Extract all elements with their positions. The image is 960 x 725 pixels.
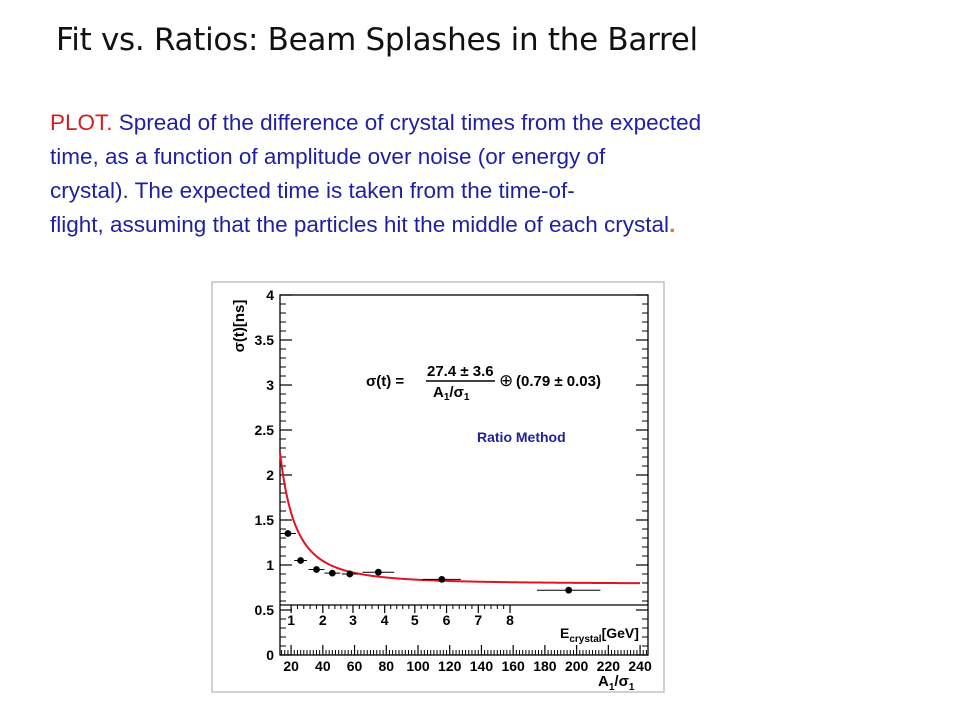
x-tick-label: 200: [565, 658, 589, 674]
data-point: [284, 530, 292, 537]
amplitude-label-main: A: [598, 673, 609, 690]
energy-tick-label: 7: [474, 612, 482, 628]
fit-layer: [279, 452, 641, 585]
amplitude-axis: 20 40 60 80 100 120 140 160 180 200 220 240: [281, 645, 652, 674]
amplitude-label-sub1: 1: [609, 682, 615, 693]
energy-tick-label: 2: [319, 612, 327, 628]
y-tick-label: 2.5: [255, 422, 275, 438]
y-tick-label: 3.5: [255, 332, 275, 348]
x-tick-label: 160: [501, 658, 525, 674]
x-tick-label: 220: [597, 658, 621, 674]
x-tick-label: 60: [347, 658, 363, 674]
formula-lhs: σ(t) =: [366, 373, 404, 390]
amplitude-axis-label: A1/σ1: [598, 673, 635, 693]
plot-description: PLOT. Spread of the difference of crysta…: [50, 106, 920, 242]
x-tick-label: 240: [628, 658, 652, 674]
data-point: [438, 576, 446, 583]
energy-label-main: E: [560, 625, 569, 641]
x-tick-label: 40: [315, 658, 331, 674]
y-tick-label: 1: [266, 557, 274, 573]
formula-den-sub2: 1: [464, 392, 470, 403]
energy-axis-label: Ecrystal[GeV]: [560, 625, 639, 645]
fit-curve: [279, 452, 641, 585]
formula-rhs: (0.79 ± 0.03): [516, 373, 601, 390]
x-tick-label: 180: [533, 658, 557, 674]
formula-den-main: A: [433, 384, 444, 401]
x-tick-label: 140: [470, 658, 494, 674]
energy-tick-label: 1: [287, 612, 295, 628]
points-layer: [280, 530, 601, 594]
fit-formula: σ(t) = 27.4 ± 3.6 A1/σ1 ⊕ (0.79 ± 0.03): [366, 363, 601, 403]
description-text-4: flight, assuming that the particles hit …: [50, 212, 670, 237]
description-period: .: [669, 212, 676, 237]
amplitude-label-slash: /σ: [614, 673, 628, 690]
description-line-2: time, as a function of amplitude over no…: [50, 144, 606, 169]
energy-tick-label: 6: [443, 612, 451, 628]
data-point: [565, 586, 573, 594]
x-tick-label: 80: [378, 658, 394, 674]
amplitude-label-sub2: 1: [629, 682, 635, 693]
ratio-method-label: Ratio Method: [477, 429, 566, 445]
y-tick-label: 4: [266, 287, 274, 303]
description-line-4: flight, assuming that the particles hit …: [50, 208, 920, 242]
x-tick-label: 100: [406, 658, 430, 674]
energy-label-sub: crystal: [569, 634, 601, 645]
data-point: [313, 566, 320, 573]
energy-label-unit: [GeV]: [602, 625, 639, 641]
x-tick-label: 120: [438, 658, 462, 674]
formula-numerator: 27.4 ± 3.6: [427, 363, 494, 380]
data-point: [328, 569, 336, 577]
x-tick-label: 20: [283, 658, 299, 674]
y-tick-label: 0.5: [255, 602, 275, 618]
formula-den-slash: /σ: [449, 384, 463, 401]
energy-tick-label: 4: [381, 612, 389, 628]
y-tick-label: 1.5: [255, 512, 275, 528]
formula-denominator: A1/σ1: [433, 384, 470, 403]
y-tick-label: 0: [266, 647, 274, 663]
energy-tick-label: 3: [349, 612, 357, 628]
y-tick-label: 2: [266, 467, 274, 483]
data-point: [374, 568, 382, 576]
formula-den-sub1: 1: [444, 392, 450, 403]
energy-axis: 1 2 3 4 5 6 7 8: [287, 605, 514, 628]
data-point: [346, 570, 354, 578]
y-axis: 0 0.5 1 1.5 2 2.5 3 3.5 4: [255, 287, 648, 663]
energy-tick-label: 5: [411, 612, 419, 628]
formula-oplus: ⊕: [499, 371, 513, 390]
data-point: [297, 557, 305, 564]
slide-title: Fit vs. Ratios: Beam Splashes in the Bar…: [56, 22, 698, 58]
energy-tick-label: 8: [506, 612, 514, 628]
description-text-1: Spread of the difference of crystal time…: [112, 110, 702, 135]
y-tick-label: 3: [266, 377, 274, 393]
description-lead: PLOT.: [50, 110, 113, 135]
description-line-3: crystal). The expected time is taken fro…: [50, 178, 575, 203]
plot-canvas-frame: [211, 281, 665, 693]
y-axis-label: σ(t)[ns]: [231, 300, 248, 353]
description-line-1: PLOT. Spread of the difference of crysta…: [50, 106, 920, 140]
